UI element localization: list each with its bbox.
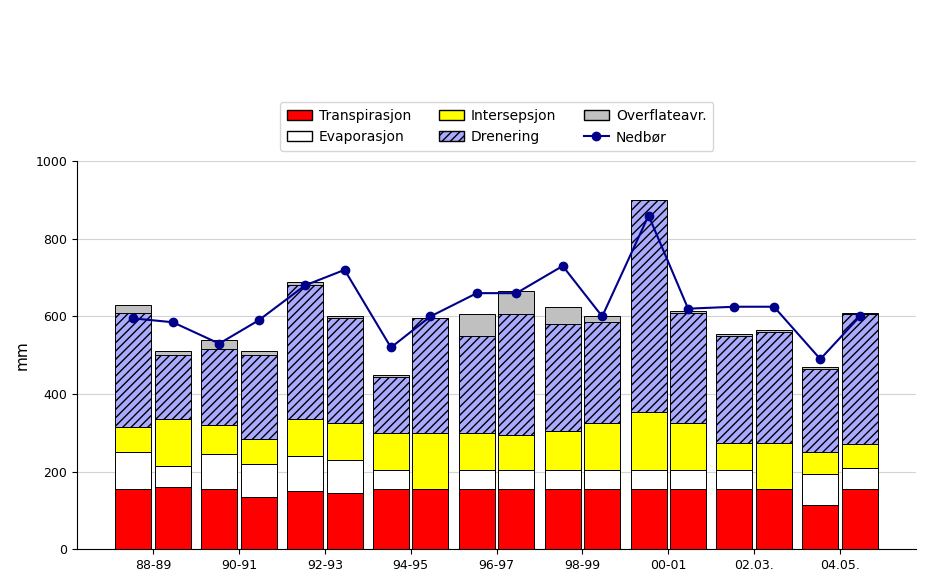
Bar [373, 489, 409, 549]
Bar [287, 285, 323, 419]
Bar [842, 489, 878, 549]
Bar [240, 497, 277, 549]
Bar [412, 489, 449, 549]
Bar [717, 470, 752, 489]
Bar [412, 318, 449, 433]
Bar [373, 470, 409, 489]
Bar [327, 423, 362, 460]
Bar [240, 352, 277, 355]
Bar [155, 355, 191, 419]
Bar [803, 367, 839, 369]
Bar [201, 340, 237, 349]
Bar [670, 423, 706, 470]
Bar [630, 411, 667, 470]
Bar [717, 336, 752, 443]
Bar [459, 315, 495, 336]
Bar [630, 489, 667, 549]
Bar [630, 200, 667, 411]
Bar [240, 438, 277, 464]
Bar [412, 433, 449, 489]
Bar [584, 316, 620, 322]
Bar [327, 493, 362, 549]
Bar [545, 431, 581, 470]
Bar [115, 427, 152, 452]
Bar [459, 336, 495, 433]
Bar [842, 312, 878, 315]
Bar [459, 470, 495, 489]
Bar [327, 316, 362, 318]
Bar [584, 423, 620, 470]
Bar [287, 491, 323, 549]
Bar [240, 355, 277, 438]
Bar [155, 466, 191, 487]
Bar [670, 311, 706, 312]
Bar [327, 460, 362, 493]
Bar [756, 332, 792, 443]
Bar [155, 487, 191, 549]
Bar [498, 315, 534, 435]
Bar [842, 468, 878, 489]
Bar [459, 489, 495, 549]
Bar [201, 349, 237, 425]
Bar [373, 433, 409, 470]
Bar [803, 505, 839, 549]
Bar [842, 444, 878, 468]
Bar [670, 489, 706, 549]
Bar [584, 322, 620, 423]
Bar [498, 489, 534, 549]
Bar [327, 318, 362, 423]
Bar [756, 330, 792, 332]
Bar [545, 324, 581, 431]
Bar [545, 307, 581, 324]
Bar [498, 291, 534, 315]
Bar [630, 470, 667, 489]
Bar [287, 419, 323, 456]
Bar [584, 489, 620, 549]
Bar [498, 435, 534, 470]
Bar [201, 425, 237, 454]
Bar [201, 454, 237, 489]
Bar [115, 452, 152, 489]
Bar [373, 377, 409, 433]
Bar [155, 352, 191, 355]
Bar [670, 312, 706, 423]
Bar [155, 419, 191, 466]
Bar [373, 375, 409, 377]
Bar [717, 489, 752, 549]
Bar [545, 470, 581, 489]
Bar [545, 489, 581, 549]
Bar [803, 474, 839, 505]
Bar [115, 489, 152, 549]
Bar [240, 464, 277, 497]
Bar [287, 456, 323, 491]
Bar [459, 433, 495, 470]
Bar [803, 369, 839, 452]
Bar [287, 282, 323, 285]
Bar [115, 312, 152, 427]
Bar [498, 470, 534, 489]
Bar [756, 443, 792, 489]
Bar [201, 489, 237, 549]
Y-axis label: mm: mm [15, 340, 30, 370]
Bar [584, 470, 620, 489]
Bar [842, 315, 878, 444]
Bar [756, 489, 792, 549]
Bar [115, 305, 152, 312]
Legend: Transpirasjon, Evaporasjon, Intersepsjon, Drenering, Overflateavr., Nedbør: Transpirasjon, Evaporasjon, Intersepsjon… [280, 102, 713, 151]
Bar [803, 452, 839, 474]
Bar [717, 443, 752, 470]
Bar [670, 470, 706, 489]
Bar [717, 334, 752, 336]
